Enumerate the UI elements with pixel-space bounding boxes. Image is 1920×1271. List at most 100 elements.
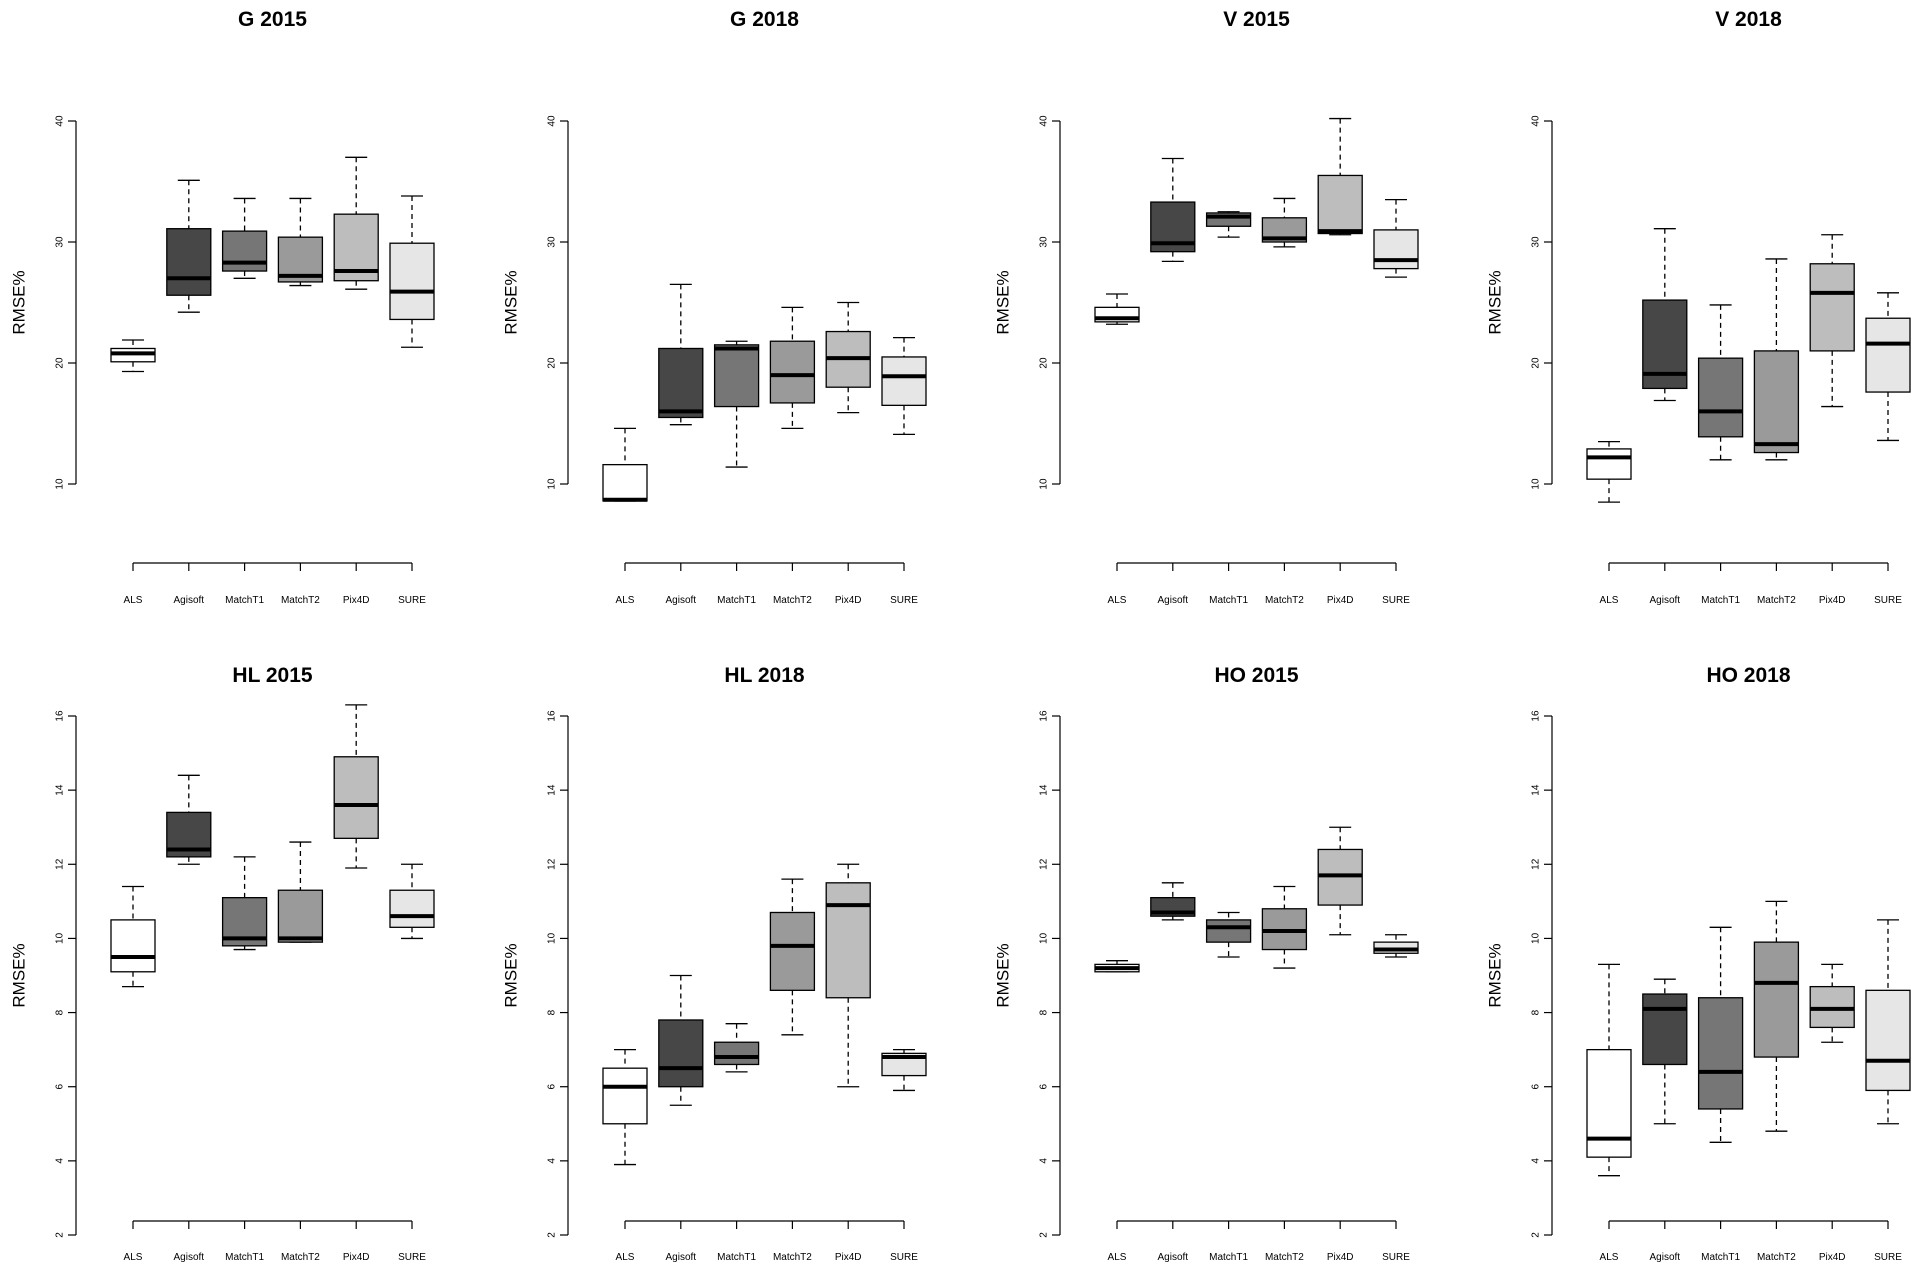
box-als — [602, 1067, 648, 1125]
chart-panel: V 2015 10 20 30 40 RMSE% ALS Agisoft MatchT1 Matc… — [993, 8, 1419, 606]
y-tick-label: 2 — [1039, 1232, 1050, 1238]
chart-panel: HO 2015 2 4 6 8 10 12 14 16 RMSE% ALS Agisoft MatchT… — [993, 664, 1419, 1263]
box-agisoft — [1642, 993, 1688, 1066]
y-tick-label: 8 — [547, 1009, 558, 1015]
box-agisoft — [166, 228, 212, 296]
y-tick-label: 4 — [1039, 1158, 1050, 1164]
x-tick-label: Agisoft — [1158, 595, 1189, 606]
x-tick-label: MatchT1 — [1209, 595, 1248, 606]
x-tick-label: MatchT1 — [1701, 595, 1740, 606]
y-tick-label: 14 — [547, 784, 558, 796]
y-tick-label: 30 — [55, 236, 66, 248]
box-matcht2 — [277, 889, 324, 943]
y-tick-label: 40 — [1531, 115, 1542, 127]
y-tick-label: 10 — [1039, 932, 1050, 944]
box-sure — [1865, 989, 1911, 1092]
x-tick-label: ALS — [616, 1252, 635, 1263]
y-tick-label: 6 — [547, 1083, 558, 1089]
x-tick-label: Pix4D — [343, 595, 370, 606]
y-axis-label: RMSE% — [9, 270, 28, 334]
x-tick-label: ALS — [1108, 1252, 1127, 1263]
y-tick-label: 30 — [1531, 236, 1542, 248]
y-tick-label: 16 — [55, 710, 66, 722]
y-axis-label: RMSE% — [501, 270, 520, 334]
y-tick-label: 14 — [55, 784, 66, 796]
chart-panel: HO 2018 2 4 6 8 10 12 14 16 RMSE% ALS Agisoft MatchT… — [1485, 664, 1911, 1263]
y-tick-label: 40 — [1039, 115, 1050, 127]
y-tick-label: 20 — [55, 357, 66, 369]
x-tick-label: MatchT1 — [1701, 1252, 1740, 1263]
y-axis-label: RMSE% — [1485, 943, 1504, 1007]
x-tick-label: Agisoft — [1650, 1252, 1681, 1263]
x-tick-label: Pix4D — [835, 595, 862, 606]
y-tick-label: 2 — [1531, 1232, 1542, 1238]
chart-panel: G 2018 10 20 30 40 RMSE% ALS Agisoft MatchT1 Matc… — [501, 8, 927, 606]
y-tick-label: 40 — [55, 115, 66, 127]
box-matcht1 — [713, 344, 760, 408]
y-tick-label: 12 — [1039, 858, 1050, 870]
box-agisoft — [658, 1019, 704, 1088]
box-als — [1586, 1048, 1632, 1158]
x-tick-label: Agisoft — [666, 595, 697, 606]
box-matcht1 — [1697, 357, 1744, 438]
x-tick-label: Pix4D — [1819, 1252, 1846, 1263]
box-matcht2 — [769, 340, 816, 404]
y-axis-label: RMSE% — [993, 270, 1012, 334]
y-tick-label: 16 — [547, 710, 558, 722]
y-tick-label: 6 — [1531, 1083, 1542, 1089]
x-tick-label: ALS — [124, 1252, 143, 1263]
chart-title: HL 2018 — [724, 664, 804, 687]
x-tick-label: ALS — [124, 595, 143, 606]
x-tick-label: SURE — [1874, 1252, 1902, 1263]
x-tick-label: ALS — [616, 595, 635, 606]
x-tick-label: MatchT2 — [1265, 1252, 1304, 1263]
x-tick-label: SURE — [1874, 595, 1902, 606]
y-tick-label: 10 — [55, 932, 66, 944]
x-tick-label: Agisoft — [666, 1252, 697, 1263]
box-als — [602, 463, 648, 502]
x-tick-label: SURE — [398, 1252, 426, 1263]
y-axis-label: RMSE% — [993, 943, 1012, 1007]
box-sure — [389, 242, 435, 321]
chart-title: G 2015 — [238, 8, 307, 31]
x-tick-label: SURE — [1382, 595, 1410, 606]
x-tick-label: ALS — [1600, 1252, 1619, 1263]
y-tick-label: 14 — [1039, 784, 1050, 796]
box-sure — [389, 889, 435, 928]
y-tick-label: 6 — [1039, 1083, 1050, 1089]
box-sure — [1373, 229, 1419, 270]
y-tick-label: 6 — [55, 1083, 66, 1089]
box-matcht1 — [1205, 919, 1252, 943]
y-tick-label: 2 — [55, 1232, 66, 1238]
box-sure — [881, 356, 927, 407]
y-tick-label: 10 — [1531, 932, 1542, 944]
y-tick-label: 8 — [55, 1009, 66, 1015]
y-tick-label: 12 — [1531, 858, 1542, 870]
x-tick-label: MatchT1 — [1209, 1252, 1248, 1263]
y-tick-label: 4 — [1531, 1158, 1542, 1164]
box-matcht1 — [713, 1041, 760, 1066]
y-tick-label: 20 — [547, 357, 558, 369]
chart-panel: G 2015 10 20 30 40 RMSE% ALS Agisoft MatchT1 Matc… — [9, 8, 435, 606]
y-tick-label: 30 — [1039, 236, 1050, 248]
box-pix4d — [1317, 174, 1363, 235]
x-tick-label: SURE — [890, 1252, 918, 1263]
x-tick-label: MatchT1 — [717, 595, 756, 606]
x-tick-label: Pix4D — [1327, 1252, 1354, 1263]
x-tick-label: MatchT1 — [225, 1252, 264, 1263]
x-tick-label: SURE — [1382, 1252, 1410, 1263]
x-tick-label: Agisoft — [1650, 595, 1681, 606]
y-axis-label: RMSE% — [9, 943, 28, 1007]
box-als — [110, 919, 156, 973]
chart-title: G 2018 — [730, 8, 799, 31]
y-axis-label: RMSE% — [501, 943, 520, 1007]
chart-panel: HL 2018 2 4 6 8 10 12 14 16 RMSE% ALS Agisoft MatchT… — [501, 664, 927, 1263]
y-tick-label: 10 — [547, 932, 558, 944]
box-matcht2 — [1753, 350, 1800, 454]
x-tick-label: MatchT1 — [225, 595, 264, 606]
chart-title: V 2015 — [1223, 8, 1290, 31]
y-tick-label: 4 — [547, 1158, 558, 1164]
x-tick-label: MatchT2 — [1757, 1252, 1796, 1263]
y-tick-label: 10 — [547, 478, 558, 490]
